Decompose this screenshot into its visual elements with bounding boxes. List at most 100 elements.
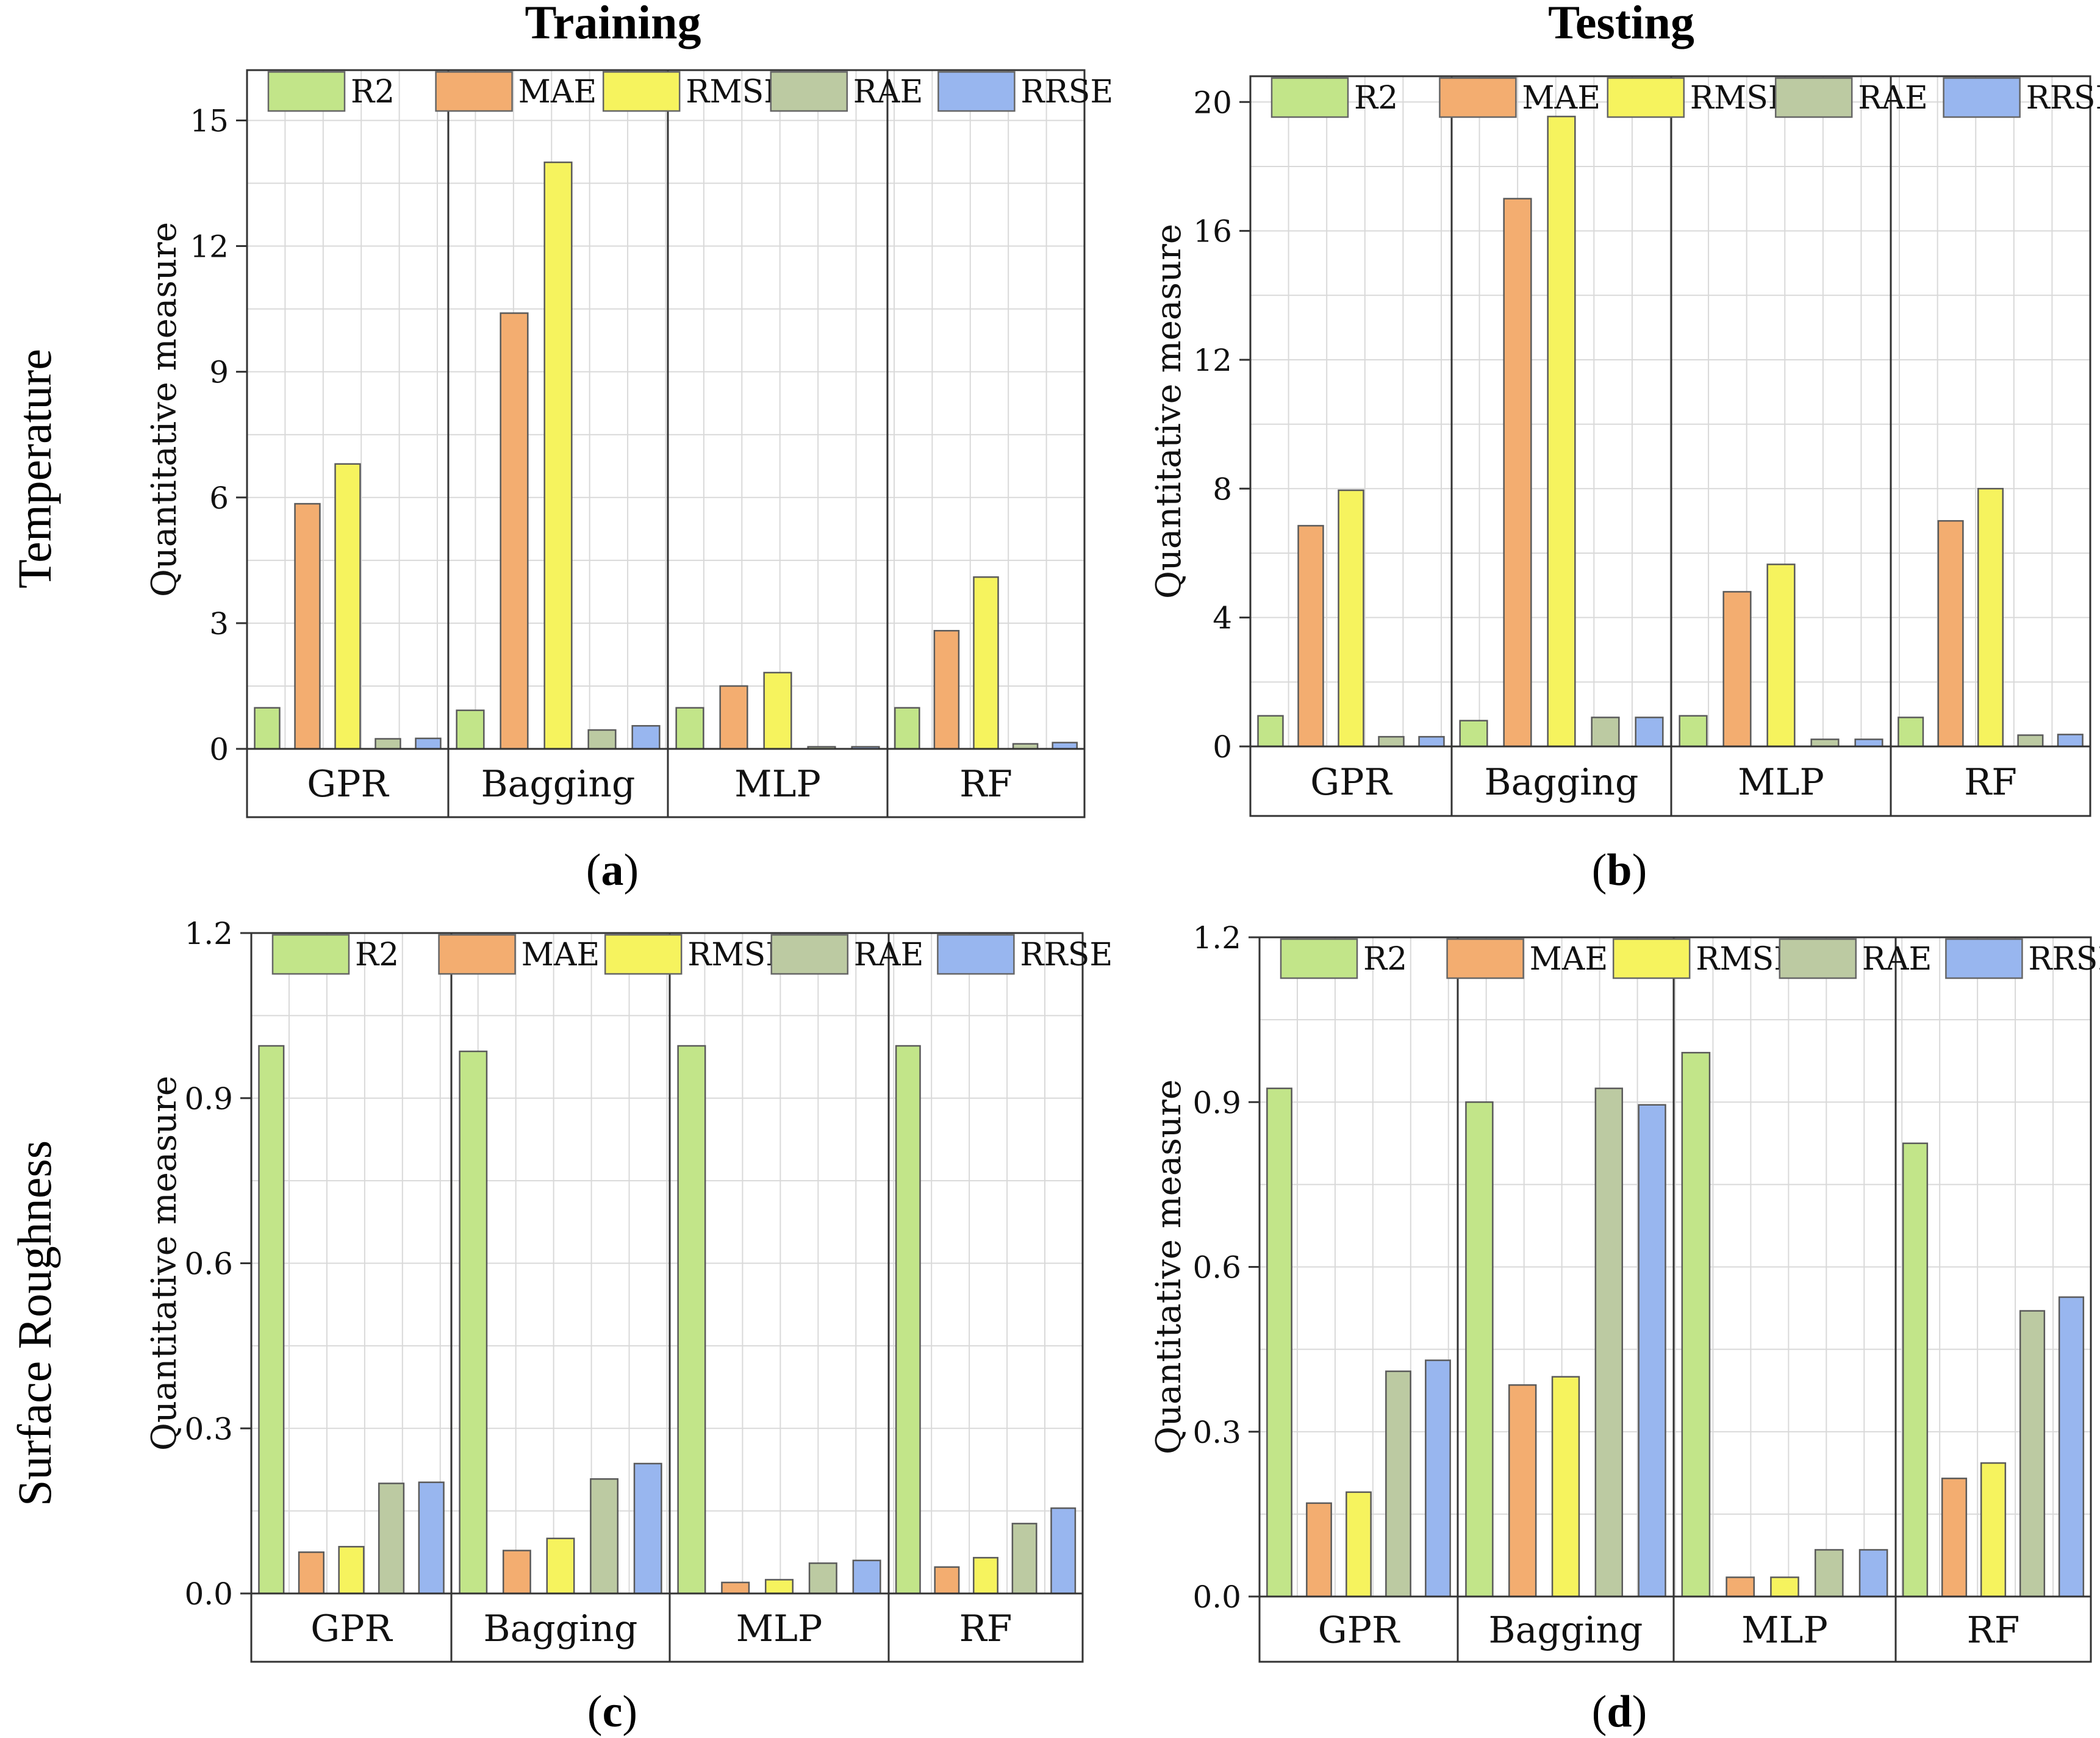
legend-swatch-r2 — [267, 71, 346, 112]
y-axis-label: Quantitative measure — [1149, 224, 1189, 599]
bar-c-gpr-rrse — [418, 1481, 445, 1595]
bar-d-mlp-rrse — [1858, 1549, 1888, 1598]
bar-b-mlp-r2 — [1679, 715, 1708, 748]
legend-swatch-rmse — [1607, 77, 1685, 118]
bar-d-gpr-r2 — [1266, 1087, 1292, 1598]
bar-c-mlp-r2 — [677, 1045, 706, 1595]
category-label-gpr: GPR — [1318, 1609, 1400, 1652]
bar-c-rf-rae — [1011, 1523, 1037, 1595]
y-tick-label: 12 — [190, 229, 229, 265]
bar-a-mlp-mae — [719, 685, 748, 750]
bar-d-gpr-rmse — [1346, 1491, 1372, 1598]
legend-swatch-rae — [770, 934, 849, 975]
y-tick-label: 20 — [1193, 85, 1232, 120]
bar-d-gpr-mae — [1306, 1502, 1332, 1598]
legend-swatch-r2 — [271, 934, 350, 975]
bar-b-bagging-mae — [1503, 198, 1532, 748]
bar-a-rf-mae — [933, 630, 960, 750]
legend-label-rrse: RRSE — [2026, 80, 2100, 116]
legend-swatch-rrse — [1943, 77, 2021, 118]
y-tick-label: 1.2 — [1192, 920, 1241, 956]
bar-b-gpr-rae — [1378, 735, 1405, 748]
legend-swatch-mae — [1446, 938, 1524, 979]
bar-b-rf-rae — [2017, 734, 2044, 748]
legend-swatch-rmse — [602, 71, 681, 112]
legend-swatch-rmse — [604, 934, 683, 975]
bar-b-gpr-rrse — [1418, 735, 1445, 748]
y-axis-label: Quantitative measure — [145, 222, 184, 597]
bar-c-bagging-r2 — [459, 1050, 488, 1595]
legend-label-rmse: RMSE — [1690, 80, 1791, 116]
legend-label-rae: RAE — [1858, 80, 1928, 116]
category-label-gpr: GPR — [310, 1607, 393, 1650]
panel-label-d: (d) — [1591, 1687, 1647, 1737]
bar-d-mlp-rmse — [1770, 1576, 1799, 1598]
bar-d-bagging-mae — [1508, 1384, 1537, 1598]
legend-swatch-mae — [438, 934, 516, 975]
bar-d-bagging-rrse — [1638, 1104, 1666, 1598]
legend-swatch-rae — [1774, 77, 1853, 118]
y-tick-label: 0.6 — [184, 1246, 233, 1282]
legend-label-r2: R2 — [1354, 80, 1398, 116]
legend-label-rae: RAE — [853, 74, 923, 110]
legend-label-mae: MAE — [1522, 80, 1600, 116]
y-tick-label: 16 — [1193, 214, 1232, 249]
legend-label-rae: RAE — [854, 937, 924, 973]
y-axis-label: Quantitative measure — [145, 1076, 184, 1451]
bar-a-bagging-rmse — [543, 161, 573, 750]
bar-c-gpr-rae — [378, 1482, 405, 1595]
panel-label-a: (a) — [586, 845, 639, 895]
y-tick-label: 0.6 — [1192, 1250, 1241, 1286]
bar-b-mlp-rae — [1810, 738, 1840, 748]
legend-swatch-mae — [435, 71, 513, 112]
panel-a: GPR Bagging MLP RF 0 3 6 9 12 15 Quantitative meas… — [145, 69, 1113, 818]
panel-c: GPR Bagging MLP RF 0.0 0.3 0.6 0.9 1.2 Quantitati… — [145, 916, 1113, 1663]
bar-d-rf-rae — [2019, 1310, 2046, 1598]
bar-b-bagging-rae — [1591, 717, 1620, 748]
legend-swatch-rae — [770, 71, 848, 112]
bar-d-rf-r2 — [1902, 1142, 1929, 1598]
y-tick-label: 4 — [1213, 601, 1232, 636]
bar-b-mlp-rmse — [1766, 563, 1796, 748]
category-label-bagging: Bagging — [481, 763, 636, 806]
panel-label-c: (c) — [587, 1687, 638, 1737]
bar-b-gpr-rmse — [1338, 489, 1364, 748]
y-tick-label: 9 — [209, 355, 229, 390]
y-tick-label: 1.2 — [184, 916, 233, 951]
y-tick-label: 0.9 — [184, 1081, 233, 1117]
bar-a-gpr-mae — [294, 502, 321, 750]
plot-frame — [250, 932, 1084, 1663]
bar-b-rf-rrse — [2057, 734, 2084, 748]
category-label-gpr: GPR — [307, 763, 389, 806]
bar-a-rf-rrse — [1052, 742, 1078, 750]
bar-d-rf-rrse — [2058, 1296, 2085, 1598]
bar-b-mlp-rrse — [1854, 738, 1883, 748]
bar-a-gpr-rae — [374, 738, 401, 750]
y-tick-label: 0 — [1213, 729, 1232, 765]
y-axis-label: Quantitative measure — [1149, 1079, 1189, 1454]
bar-b-bagging-rrse — [1635, 717, 1664, 748]
panel-d: GPR Bagging MLP RF 0.0 0.3 0.6 0.9 1.2 Quantitati… — [1149, 920, 2100, 1663]
bar-d-gpr-rae — [1385, 1370, 1411, 1598]
legend-label-rmse: RMSE — [686, 74, 787, 110]
bar-b-gpr-mae — [1297, 524, 1324, 748]
bar-a-mlp-rmse — [763, 671, 792, 750]
bar-c-bagging-rae — [590, 1478, 619, 1595]
panel-label-b: (b) — [1591, 845, 1647, 895]
bar-d-rf-rmse — [1980, 1462, 2007, 1598]
y-tick-label: 0.9 — [1192, 1085, 1241, 1120]
bar-c-rf-r2 — [895, 1045, 921, 1595]
bar-a-bagging-r2 — [456, 709, 485, 750]
legend-label-mae: MAE — [521, 937, 600, 973]
plot-frame — [246, 69, 1086, 818]
bar-b-gpr-r2 — [1257, 715, 1284, 748]
category-label-mlp: MLP — [736, 1607, 823, 1650]
column-title-testing: Testing — [1548, 0, 1694, 49]
bar-a-mlp-r2 — [675, 707, 704, 750]
category-label-mlp: MLP — [1738, 761, 1824, 804]
category-label-mlp: MLP — [1741, 1609, 1828, 1652]
bar-c-gpr-r2 — [258, 1045, 285, 1595]
bar-a-bagging-rae — [587, 729, 617, 750]
y-tick-label: 0.3 — [1192, 1415, 1241, 1450]
